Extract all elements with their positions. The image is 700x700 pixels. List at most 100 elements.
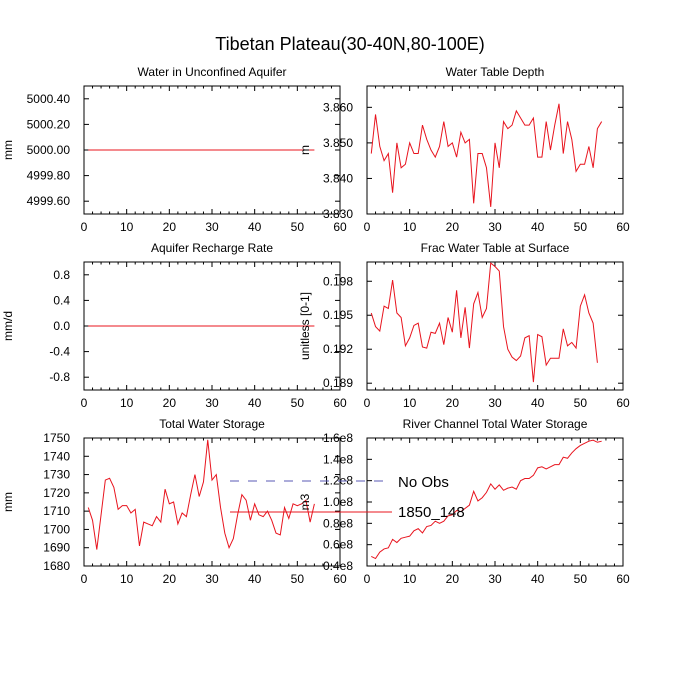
legend: No Obs 1850_148 xyxy=(230,474,465,521)
x-tick-label: 40 xyxy=(531,396,545,410)
panel-6: River Channel Total Water Storage 0 10 20 30… xyxy=(298,417,630,586)
y-tick-label: 1690 xyxy=(43,541,70,555)
y-tick-label: 5000.40 xyxy=(27,92,71,106)
panels: Water in Unconfined Aquifer 0 10 20 30 40 50 60… xyxy=(1,65,630,586)
x-tick-label: 60 xyxy=(333,396,347,410)
panel-title: Water in Unconfined Aquifer xyxy=(138,65,287,79)
x-tick-label: 10 xyxy=(120,572,134,586)
x-tick-label: 40 xyxy=(531,220,545,234)
y-tick-label: 3.860 xyxy=(323,100,353,114)
y-tick-label: 0.6e8 xyxy=(323,538,353,552)
series-line-1850_148 xyxy=(371,439,602,560)
y-tick-label: 1680 xyxy=(43,559,70,573)
y-tick-label: 1.6e8 xyxy=(323,431,353,445)
x-tick-label: 40 xyxy=(531,572,545,586)
x-tick-label: 30 xyxy=(205,572,219,586)
panel-4: Frac Water Table at Surface 0 10 20 30 40 50 60… xyxy=(298,241,630,410)
y-tick-label: 1720 xyxy=(43,486,70,500)
y-tick-label: 0.192 xyxy=(323,342,353,356)
x-tick-label: 40 xyxy=(248,396,262,410)
x-tick-label: 30 xyxy=(205,220,219,234)
y-tick-label: 1750 xyxy=(43,431,70,445)
x-tick-label: 60 xyxy=(333,220,347,234)
panel-title: Frac Water Table at Surface xyxy=(421,241,570,255)
y-axis-label: m3 xyxy=(298,493,312,510)
x-tick-label: 0 xyxy=(364,220,371,234)
x-tick-label: 20 xyxy=(163,220,177,234)
x-tick-label: 20 xyxy=(163,572,177,586)
y-axis-label: mm xyxy=(1,492,15,512)
x-tick-label: 10 xyxy=(403,220,417,234)
x-tick-label: 60 xyxy=(616,572,630,586)
x-tick-label: 50 xyxy=(574,220,588,234)
legend-label-no-obs: No Obs xyxy=(398,474,449,491)
x-tick-label: 60 xyxy=(616,396,630,410)
y-tick-label: 3.850 xyxy=(323,136,353,150)
y-axis-label: mm xyxy=(1,140,15,160)
panel-5: Total Water Storage 0 10 20 30 40 50 60 1680 1690… xyxy=(1,417,347,586)
y-tick-label: 1.4e8 xyxy=(323,452,353,466)
y-tick-label: 3.840 xyxy=(323,171,353,185)
x-tick-label: 0 xyxy=(81,396,88,410)
x-tick-label: 50 xyxy=(291,220,305,234)
series-line-1850_148 xyxy=(370,103,603,207)
plot-frame xyxy=(366,437,624,567)
x-tick-label: 50 xyxy=(574,396,588,410)
y-tick-label: 0.8e8 xyxy=(323,516,353,530)
panel-title: Water Table Depth xyxy=(446,65,545,79)
x-tick-label: 50 xyxy=(574,572,588,586)
y-tick-label: 0.0 xyxy=(53,319,70,333)
x-tick-label: 40 xyxy=(248,220,262,234)
x-tick-label: 40 xyxy=(248,572,262,586)
x-tick-label: 10 xyxy=(120,220,134,234)
panel-title: River Channel Total Water Storage xyxy=(403,417,588,431)
x-tick-label: 20 xyxy=(446,220,460,234)
y-tick-label: 0.195 xyxy=(323,308,353,322)
series-line-1850_148 xyxy=(87,439,315,550)
y-tick-label: 0.189 xyxy=(323,376,353,390)
y-tick-label: 5000.00 xyxy=(27,143,71,157)
y-tick-label: 4999.60 xyxy=(27,194,71,208)
y-tick-label: 0.198 xyxy=(323,274,353,288)
y-tick-label: 0.4e8 xyxy=(323,559,353,573)
x-tick-label: 60 xyxy=(616,220,630,234)
x-tick-label: 30 xyxy=(488,396,502,410)
y-tick-label: 3.830 xyxy=(323,207,353,221)
y-tick-label: 4999.80 xyxy=(27,169,71,183)
y-tick-label: 1700 xyxy=(43,522,70,536)
figure-title: Tibetan Plateau(30-40N,80-100E) xyxy=(215,34,485,54)
x-tick-label: 60 xyxy=(333,572,347,586)
y-axis-label: unitless [0-1] xyxy=(298,292,312,360)
x-tick-label: 30 xyxy=(488,572,502,586)
x-tick-label: 0 xyxy=(81,572,88,586)
x-tick-label: 20 xyxy=(446,572,460,586)
x-tick-label: 50 xyxy=(291,396,305,410)
panel-1: Water in Unconfined Aquifer 0 10 20 30 40 50 60… xyxy=(1,65,347,234)
x-tick-label: 0 xyxy=(364,572,371,586)
legend-label-1850-148: 1850_148 xyxy=(398,504,465,521)
y-tick-label: -0.4 xyxy=(49,345,70,359)
x-tick-label: 20 xyxy=(163,396,177,410)
panel-title: Aquifer Recharge Rate xyxy=(151,241,273,255)
y-tick-label: 5000.20 xyxy=(27,117,71,131)
y-axis-label: m xyxy=(298,145,312,155)
x-tick-label: 20 xyxy=(446,396,460,410)
y-axis-label: mm/d xyxy=(1,311,15,341)
x-tick-label: 0 xyxy=(364,396,371,410)
x-tick-label: 50 xyxy=(291,572,305,586)
plot-frame xyxy=(366,261,624,391)
x-tick-label: 0 xyxy=(81,220,88,234)
x-tick-label: 30 xyxy=(205,396,219,410)
y-tick-label: 1.0e8 xyxy=(323,495,353,509)
x-tick-label: 30 xyxy=(488,220,502,234)
y-tick-label: 1710 xyxy=(43,504,70,518)
series-line-1850_148 xyxy=(370,262,598,383)
x-tick-label: 10 xyxy=(403,572,417,586)
y-tick-label: 1730 xyxy=(43,468,70,482)
panel-3: Aquifer Recharge Rate 0 10 20 30 40 50 60 -0.8 -0… xyxy=(1,241,347,410)
x-tick-label: 10 xyxy=(120,396,134,410)
y-tick-label: 1740 xyxy=(43,449,70,463)
x-tick-label: 10 xyxy=(403,396,417,410)
